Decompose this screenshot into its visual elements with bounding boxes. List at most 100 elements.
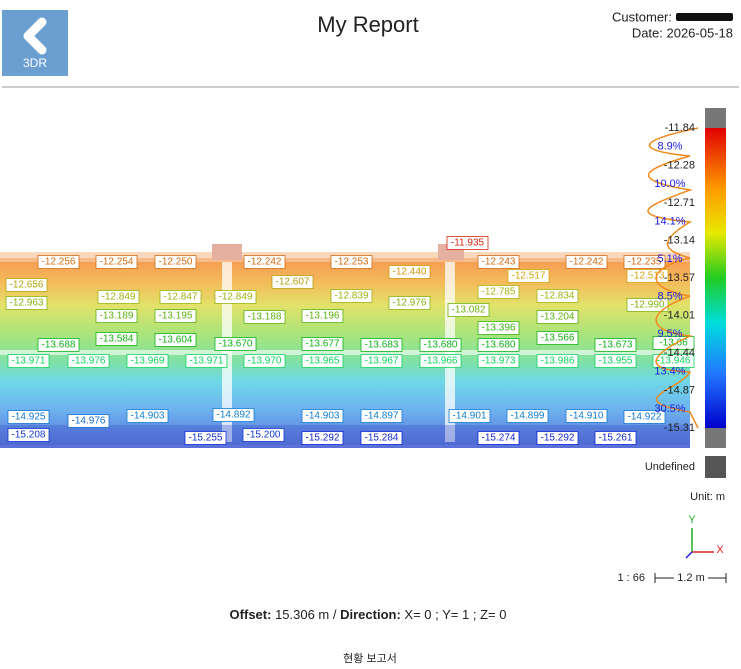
label-text: -13.973 xyxy=(482,356,516,367)
label-text: -14.922 xyxy=(628,412,662,423)
elevation-label: -13.680 xyxy=(477,338,520,352)
label-text: -15.261 xyxy=(599,433,633,444)
label-text: -13.566 xyxy=(541,333,575,344)
label-box xyxy=(95,309,138,323)
direction-label: Direction: xyxy=(340,607,401,622)
label-box xyxy=(360,431,403,445)
offset-value: 15.306 m / xyxy=(275,607,337,622)
scale-tick-label: -12.28 xyxy=(664,159,695,171)
label-box xyxy=(126,354,169,368)
label-text: -12.250 xyxy=(159,257,193,268)
elevation-label: -12.517 xyxy=(507,269,550,283)
label-box xyxy=(447,303,490,317)
label-box xyxy=(388,265,431,279)
label-box xyxy=(242,428,285,442)
label-text: -15.200 xyxy=(247,430,281,441)
label-box xyxy=(477,338,520,352)
elevation-label: -14.899 xyxy=(506,409,549,423)
scale-tick-label: -14.44 xyxy=(664,347,695,359)
label-text: -12.242 xyxy=(570,257,604,268)
label-box xyxy=(301,409,344,423)
undefined-label: Undefined xyxy=(645,461,695,473)
label-box xyxy=(330,255,373,269)
label-box xyxy=(594,338,637,352)
label-box xyxy=(388,296,431,310)
label-text: -14.925 xyxy=(12,412,46,423)
elevation-label: -14.901 xyxy=(448,409,491,423)
scale-percentage: 8.9% xyxy=(657,141,682,153)
label-box xyxy=(536,289,579,303)
elevation-label: -13.189 xyxy=(95,309,138,323)
elevation-label: -12.513 xyxy=(626,269,669,283)
back-button[interactable]: 3DR xyxy=(2,10,68,76)
floor xyxy=(0,425,690,445)
label-box xyxy=(154,255,197,269)
label-box xyxy=(446,236,489,250)
label-box xyxy=(652,354,695,368)
scale-labels: -11.84 -12.28 -12.71 -13.14 -13.57 -14.01 -14.… xyxy=(654,122,695,434)
elevation-label: -15.255 xyxy=(184,431,227,445)
elevation-label: -13.970 xyxy=(243,354,286,368)
elevation-label: -12.976 xyxy=(388,296,431,310)
elevation-label: -15.292 xyxy=(536,431,579,445)
elevation-label: -13.188 xyxy=(243,310,286,324)
label-box xyxy=(360,354,403,368)
label-text: -15.292 xyxy=(541,433,575,444)
label-text: -13.584 xyxy=(100,334,134,345)
scale-tick-label: -11.84 xyxy=(665,122,695,134)
elevation-label: -15.284 xyxy=(360,431,403,445)
elevation-label: -14.903 xyxy=(301,409,344,423)
x-axis-label: X xyxy=(716,544,724,556)
footer: 현황 보고서 xyxy=(343,652,397,665)
label-box xyxy=(5,278,48,292)
label-box xyxy=(536,431,579,445)
scale-cap xyxy=(705,108,726,128)
label-text: -15.284 xyxy=(365,433,399,444)
label-text: -13.971 xyxy=(190,356,224,367)
label-text: -13.195 xyxy=(159,311,193,322)
undefined-swatch xyxy=(705,456,726,478)
label-box xyxy=(565,409,608,423)
label-text: -13.677 xyxy=(306,339,340,350)
label-text: -14.897 xyxy=(365,411,399,422)
elevation-label: -13.986 xyxy=(536,354,579,368)
label-box xyxy=(360,338,403,352)
elevation-label: -13.195 xyxy=(154,309,197,323)
report-title: My Report xyxy=(317,12,418,37)
elevation-label: -13.082 xyxy=(447,303,490,317)
elevation-label: -15.274 xyxy=(477,431,520,445)
scale-tick-label: -13.57 xyxy=(664,272,695,284)
elevation-label: -12.256 xyxy=(37,255,80,269)
label-text: -14.903 xyxy=(131,411,165,422)
scale-tick-label: -14.01 xyxy=(664,309,695,321)
label-text: -12.839 xyxy=(335,291,369,302)
label-box xyxy=(154,333,197,347)
label-box xyxy=(506,409,549,423)
label-box xyxy=(301,431,344,445)
z-axis-icon xyxy=(685,551,693,559)
label-text: -14.903 xyxy=(306,411,340,422)
elevation-label: -13.670 xyxy=(214,337,257,351)
elevation-label: -14.892 xyxy=(212,408,255,422)
color-bar xyxy=(705,128,726,428)
elevation-label: -13.967 xyxy=(360,354,403,368)
label-text: -13.966 xyxy=(424,356,458,367)
elevation-label: -14.903 xyxy=(126,409,169,423)
label-text: -12.254 xyxy=(100,257,134,268)
label-box xyxy=(243,255,286,269)
back-chevron xyxy=(23,17,47,55)
scale-tick-label: -12.71 xyxy=(664,197,695,209)
label-box xyxy=(184,431,227,445)
label-box xyxy=(301,309,344,323)
elevation-label: -12.242 xyxy=(243,255,286,269)
elevation-label: -13.946 xyxy=(652,354,695,368)
elevation-label: -12.839 xyxy=(330,289,373,303)
elevation-label: -12.243 xyxy=(477,255,520,269)
label-box xyxy=(154,309,197,323)
elevation-label: -12.253 xyxy=(330,255,373,269)
label-text: -13.082 xyxy=(452,305,486,316)
elevation-label: -15.208 xyxy=(7,428,50,442)
elevation-label: -13.566 xyxy=(536,331,579,345)
label-text: -12.990 xyxy=(631,300,665,311)
